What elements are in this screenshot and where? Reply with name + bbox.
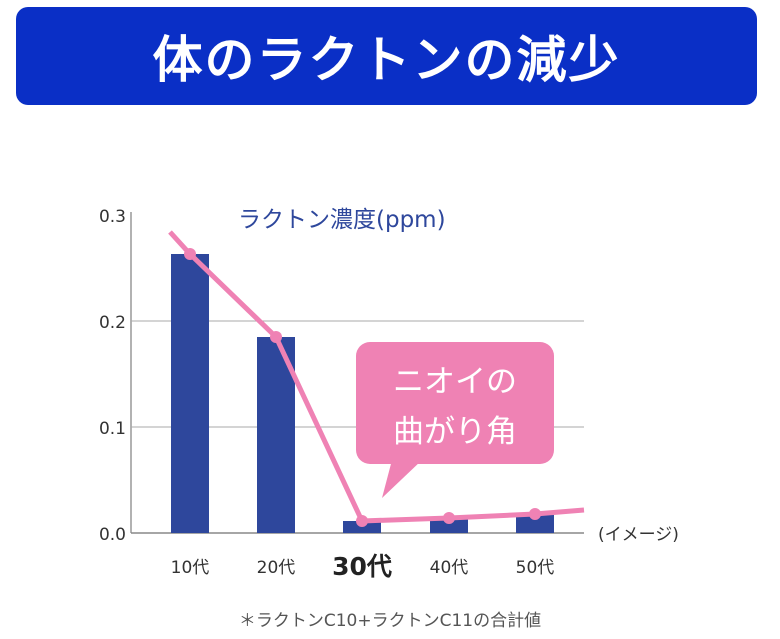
annotation-line1: ニオイの xyxy=(393,364,517,400)
title-banner: 体のラクトンの減少 xyxy=(16,7,757,105)
line-point xyxy=(270,331,282,343)
annotation-line2: 曲がり角 xyxy=(393,414,517,450)
bar-10s xyxy=(171,254,209,533)
line-point xyxy=(356,515,368,527)
x-tick-label: 10代 xyxy=(171,558,210,578)
footnote: ＊ラクトンC10+ラクトンC11の合計値 xyxy=(238,611,542,631)
line-point xyxy=(184,248,196,260)
y-tick-label: 0.1 xyxy=(99,419,126,439)
bar-40s xyxy=(430,519,468,533)
page-title: 体のラクトンの減少 xyxy=(152,31,621,89)
chart-title: ラクトン濃度(ppm) xyxy=(238,207,446,233)
line-point xyxy=(529,508,541,520)
x-tick-label: 20代 xyxy=(257,558,296,578)
annotation-bubble: ニオイの 曲がり角 xyxy=(356,342,554,498)
y-tick-label: 0.0 xyxy=(99,525,126,545)
image-note: (イメージ) xyxy=(598,525,679,545)
x-tick-label: 40代 xyxy=(430,558,469,578)
line-point xyxy=(443,512,455,524)
bar-50s xyxy=(516,515,554,533)
x-tick-label-highlight: 30代 xyxy=(332,552,392,581)
x-tick-label: 50代 xyxy=(516,558,555,578)
y-tick-label: 0.2 xyxy=(99,313,126,333)
y-tick-label: 0.3 xyxy=(99,207,126,227)
